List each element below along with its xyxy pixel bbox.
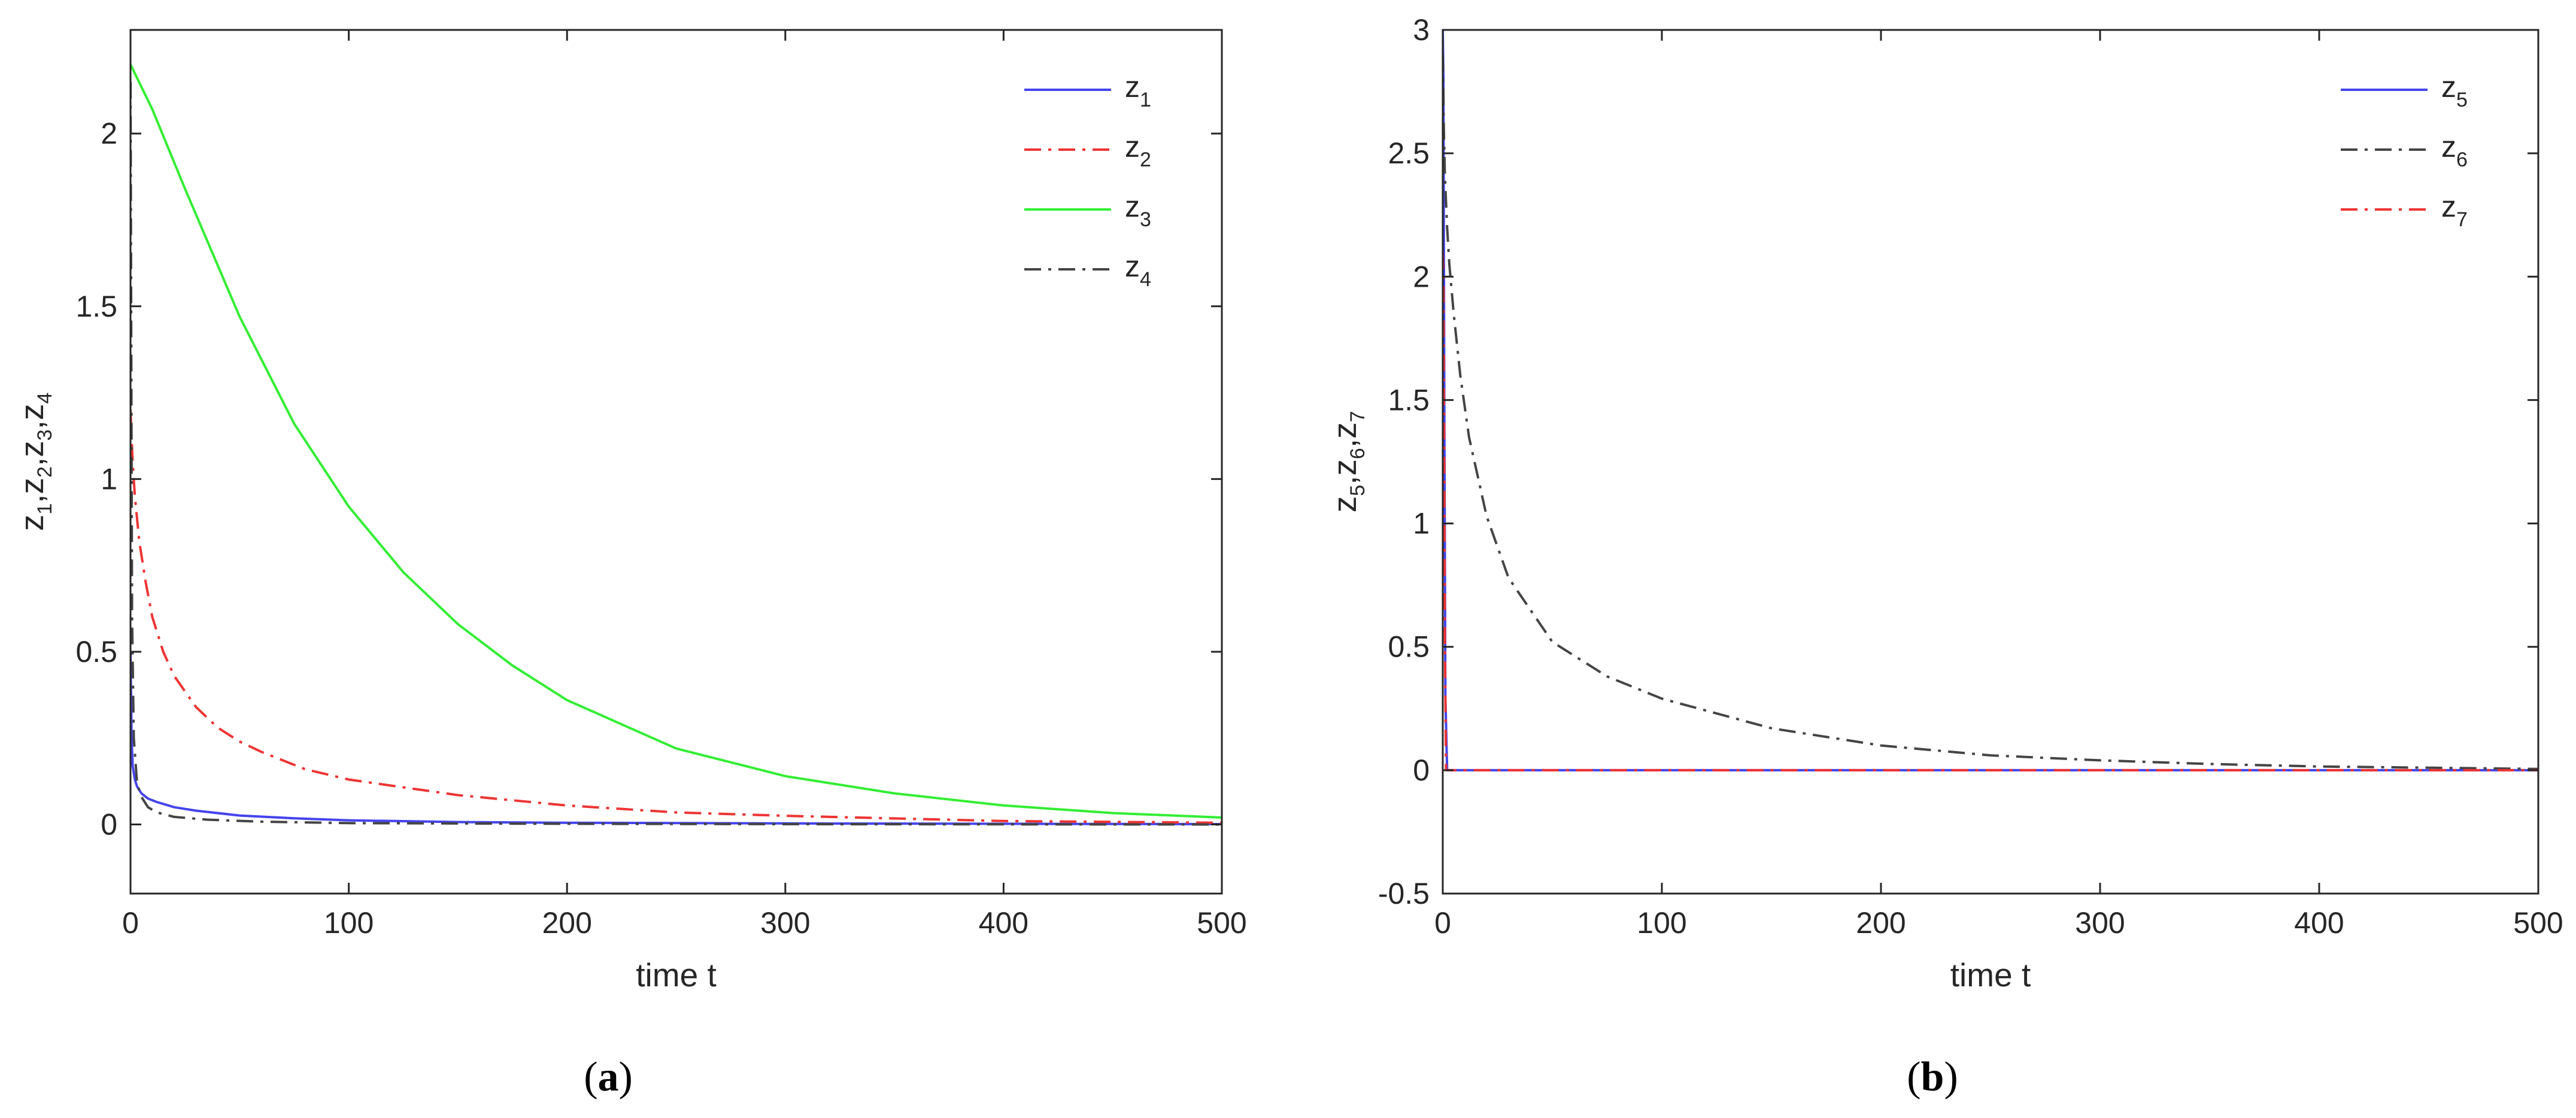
x-tick-label: 300 [2075,906,2125,940]
y-tick-label: 1 [101,462,117,496]
legend-label-z3: z3 [1125,190,1151,231]
y-tick-label: 0 [101,808,117,841]
y-tick-label: 2 [101,117,117,150]
x-tick-label: 500 [2513,906,2563,940]
y-tick-label: 1.5 [75,290,117,323]
y-tick-label: 2 [1413,260,1430,293]
panel-label-b: (b) [1907,1054,1958,1100]
panel-label-a: (a) [584,1054,633,1100]
legend-label-z4: z4 [1125,250,1151,291]
y-axis-label: z5,z6,z7 [1326,411,1369,513]
axes-frame [1442,29,2539,895]
series-group [131,63,1222,826]
x-tick-label: 500 [1197,906,1246,940]
chart-a: 0 100 200 300 400 500 0 0.5 1 1.5 2 time t z1,z2,z3,… [13,29,1247,994]
series-line-z3 [131,63,1222,819]
legend-label-z5: z5 [2441,70,2468,111]
y-tick-label: 3 [1413,13,1430,47]
legend: z1 z2 z3 z4 [1024,70,1151,291]
legend-label-z2: z2 [1125,130,1151,171]
x-tick-label: 400 [979,906,1028,940]
x-tick-label: 100 [324,906,374,940]
legend-label-z1: z1 [1125,70,1151,111]
axes-frame [129,29,1223,895]
plot-area [1443,30,2538,894]
x-tick-label: 200 [1856,906,1906,940]
legend-label-z6: z6 [2441,130,2468,171]
x-axis-label: time t [1950,956,2031,994]
x-tick-label: 300 [760,906,810,940]
series-line-z6 [1443,54,2538,770]
y-tick-label: 0.5 [1388,630,1430,664]
legend: z5 z6 z7 [2341,70,2468,231]
x-tick-label: 0 [1434,906,1451,940]
x-tick-label: 200 [542,906,591,940]
x-tick-label: 0 [122,906,139,940]
x-tick-label: 100 [1637,906,1686,940]
y-tick-label: 1 [1413,507,1430,540]
legend-label-z7: z7 [2441,190,2468,231]
y-tick-label: 0.5 [75,635,117,669]
x-tick-label: 400 [2294,906,2344,940]
y-tick-label: 0 [1413,754,1430,787]
x-axis-label: time t [636,956,716,994]
y-axis-label: z1,z2,z3,z4 [13,393,56,531]
y-tick-label: 2.5 [1388,136,1430,170]
y-tick-label: -0.5 [1378,877,1430,910]
y-tick-label: 1.5 [1388,383,1430,417]
